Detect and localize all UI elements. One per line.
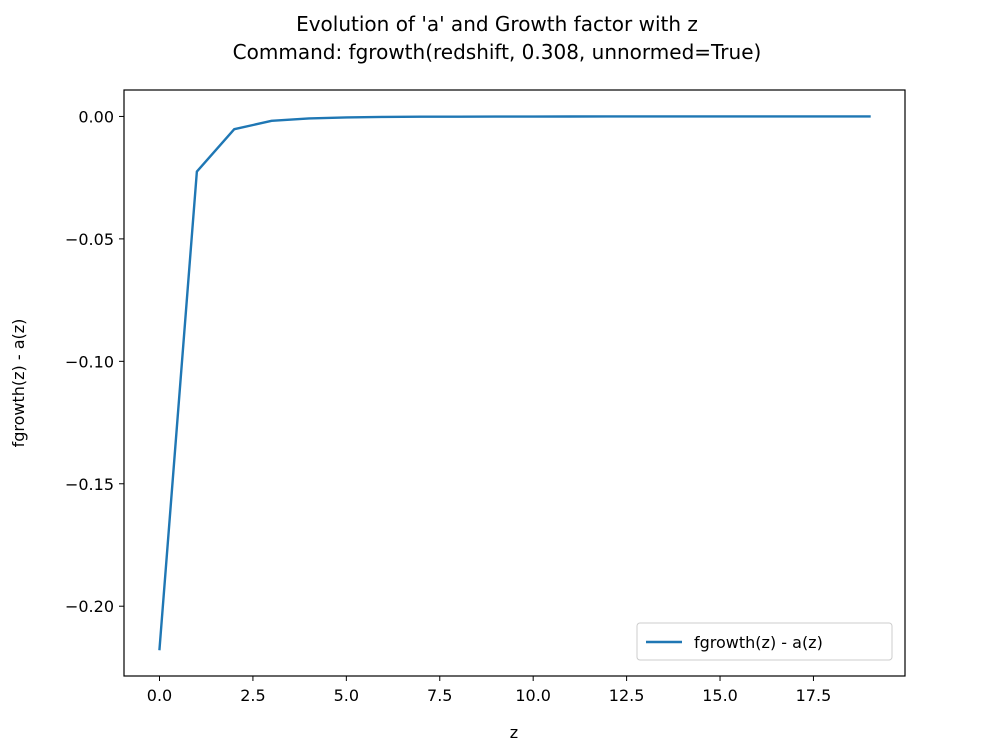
- x-tick-label: 5.0: [334, 686, 359, 705]
- y-tick-label: −0.15: [65, 475, 114, 494]
- x-tick-label: 7.5: [427, 686, 452, 705]
- x-axis-label: z: [510, 723, 518, 742]
- x-tick-label: 12.5: [609, 686, 645, 705]
- y-axis-label: fgrowth(z) - a(z): [9, 319, 28, 448]
- x-tick-label: 2.5: [240, 686, 265, 705]
- y-tick-label: 0.00: [78, 107, 114, 126]
- legend-box: [636, 622, 893, 661]
- y-tick-label: −0.10: [65, 352, 114, 371]
- x-tick-label: 17.5: [796, 686, 832, 705]
- legend-entry-label: fgrowth(z) - a(z): [694, 633, 823, 652]
- chart-title-line-2: Command: fgrowth(redshift, 0.308, unnorm…: [233, 40, 762, 64]
- series-line: [158, 115, 871, 651]
- series-layer: [158, 115, 871, 651]
- x-tick-label: 0.0: [147, 686, 172, 705]
- legend: fgrowth(z) - a(z): [636, 622, 893, 661]
- y-tick-label: −0.05: [65, 230, 114, 249]
- y-tick-label: −0.20: [65, 597, 114, 616]
- x-tick-label: 10.0: [515, 686, 551, 705]
- chart-title-line-1: Evolution of 'a' and Growth factor with …: [296, 12, 698, 36]
- y-axis-ticks: 0.00 −0.05 −0.10 −0.15 −0.20: [65, 107, 124, 616]
- x-axis-ticks: 0.0 2.5 5.0 7.5 10.0 12.5 15.0 17.5: [147, 676, 831, 705]
- x-tick-label: 15.0: [702, 686, 738, 705]
- plot-area: [123, 89, 906, 677]
